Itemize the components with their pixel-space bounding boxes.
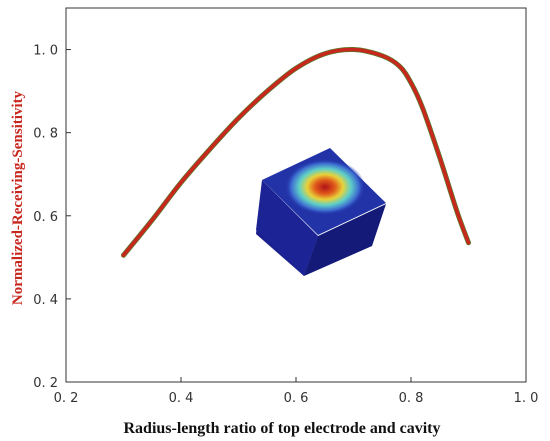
- y-tick-label: 1. 0: [33, 44, 58, 59]
- series-layer: [121, 47, 471, 258]
- cube-hot-spot: [285, 159, 365, 215]
- x-tick-label: 0. 6: [284, 391, 309, 406]
- y-tick-label: 0. 6: [33, 210, 58, 225]
- x-tick-label: 0. 4: [169, 391, 194, 406]
- x-tick-label: 0. 8: [399, 391, 424, 406]
- cube-left-face: [256, 180, 318, 276]
- y-tick-label: 0. 2: [33, 376, 58, 391]
- inset-3d-cube: [256, 148, 386, 276]
- y-axis-label: Normalized-Receiving-Sensitivity: [10, 90, 26, 305]
- x-tick-label: 0. 2: [54, 391, 79, 406]
- x-axis-label: Radius-length ratio of top electrode and…: [123, 420, 440, 437]
- y-axis-ticks: 0. 2 0. 4 0. 6 0. 8 1. 0: [33, 44, 71, 391]
- y-tick-label: 0. 8: [33, 127, 58, 142]
- x-tick-label: 1. 0: [514, 391, 539, 406]
- y-tick-label: 0. 4: [33, 293, 58, 308]
- x-axis-ticks: 0. 2 0. 4 0. 6 0. 8 1. 0: [54, 377, 539, 406]
- cube-right-face: [304, 204, 386, 276]
- series-line: [121, 47, 471, 258]
